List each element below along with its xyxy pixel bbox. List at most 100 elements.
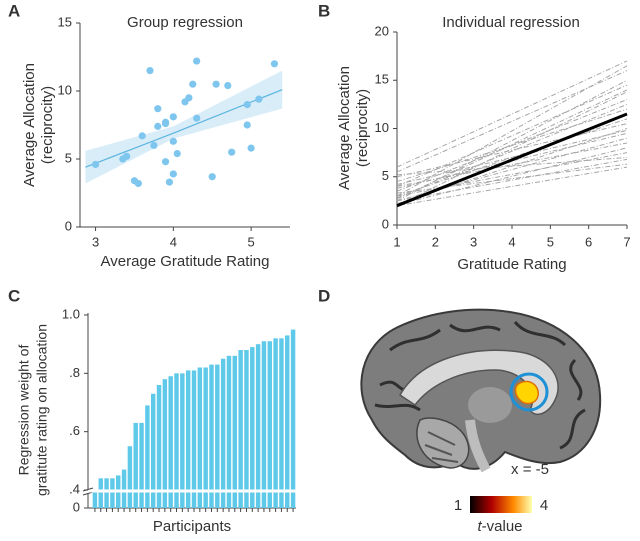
bar: [139, 422, 144, 508]
individual-line: [396, 118, 628, 197]
bar: [133, 422, 138, 508]
individual-line: [396, 152, 628, 197]
y-tick-label: 5: [65, 150, 72, 165]
y-axis-label: (reciprocity): [39, 86, 56, 164]
bar: [180, 373, 185, 508]
data-point: [224, 81, 232, 90]
confidence-band: [85, 70, 283, 184]
brain-image: [360, 308, 602, 473]
colorbar-min: 1: [454, 497, 462, 514]
y-tick-label: .6: [69, 423, 80, 438]
data-point: [247, 144, 255, 152]
data-point: [146, 67, 154, 75]
individual-line: [396, 91, 628, 207]
bar: [168, 376, 173, 508]
data-point: [243, 101, 251, 109]
data-point: [123, 152, 131, 160]
y-tick-label: .4: [69, 481, 80, 496]
y-tick-label: 10: [375, 120, 389, 135]
individual-line: [396, 166, 628, 207]
x-tick-label: 2: [432, 234, 439, 249]
bar: [255, 344, 261, 508]
y-axis-label: Average Allocation: [336, 66, 353, 190]
bar: [150, 393, 156, 508]
slice-label: x = -5: [511, 461, 549, 478]
colorbar-label-rest: -value: [482, 518, 523, 535]
colorbar-label: t-value: [477, 518, 522, 535]
data-point: [193, 57, 201, 65]
data-point: [91, 160, 100, 169]
group-line: [396, 112, 628, 208]
bar: [220, 358, 226, 508]
bar: [185, 370, 191, 508]
individual-line: [396, 147, 628, 206]
y-tick-label: .8: [69, 365, 80, 380]
x-axis-label: Average Gratitude Rating: [101, 253, 270, 270]
y-tick-label: 0: [73, 499, 80, 514]
y-axis-label: Regression weight of: [16, 345, 32, 476]
data-point: [138, 132, 146, 140]
data-point: [212, 80, 220, 88]
bar: [279, 338, 284, 508]
data-point: [169, 170, 177, 178]
x-tick-label: 5: [247, 234, 254, 249]
data-point: [270, 60, 279, 68]
bar: [162, 379, 168, 508]
y-tick-label: 1.0: [62, 306, 80, 321]
individual-line: [396, 79, 628, 202]
bar: [98, 478, 103, 508]
bar: [250, 347, 255, 508]
y-tick-label: 0: [382, 216, 389, 231]
bar: [261, 341, 267, 508]
y-tick-label: 5: [382, 168, 389, 183]
individual-line: [396, 142, 628, 187]
x-tick-label: 4: [508, 234, 515, 249]
individual-line: [396, 60, 628, 168]
y-tick-label: 15: [58, 14, 72, 29]
bar: [156, 385, 162, 508]
bar: [197, 367, 203, 508]
bar: [174, 373, 179, 508]
y-tick-label: 0: [65, 218, 72, 233]
panel-letter: A: [8, 1, 20, 20]
break-gap: [89, 489, 297, 493]
bar: [92, 490, 98, 508]
data-point: [208, 173, 216, 181]
data-point: [173, 149, 181, 158]
bar: [226, 355, 232, 508]
data-point: [150, 141, 158, 149]
bar: [244, 350, 249, 508]
panel-letter: C: [8, 286, 20, 305]
x-tick-label: 5: [547, 234, 554, 249]
x-tick-label: 6: [585, 234, 592, 249]
bar: [232, 355, 238, 508]
individual-line: [396, 108, 628, 183]
data-point: [154, 105, 162, 113]
data-point: [243, 121, 251, 129]
y-axis-label: gratitute rating on allocation: [34, 324, 50, 496]
individual-line: [396, 132, 628, 189]
bar: [203, 367, 208, 508]
data-point: [161, 158, 170, 166]
panel-letter: B: [318, 1, 330, 20]
bar: [110, 478, 115, 508]
bar: [104, 478, 109, 508]
data-point: [161, 120, 170, 128]
bar: [285, 335, 290, 508]
y-axis-label: Average Allocation: [21, 63, 38, 187]
x-axis-label: Gratitude Rating: [457, 256, 566, 273]
individual-line: [396, 70, 628, 173]
y-tick-label: 20: [375, 23, 389, 38]
x-tick-label: 4: [170, 234, 177, 249]
individual-line: [396, 158, 628, 202]
individual-line: [396, 84, 628, 187]
y-axis-label: (reciprocity): [354, 89, 371, 167]
data-point: [185, 94, 193, 102]
colorbar-max: 4: [540, 497, 548, 514]
data-point: [154, 122, 162, 130]
bar: [273, 338, 278, 508]
individual-line: [396, 89, 628, 200]
data-point: [169, 113, 177, 121]
bar: [215, 364, 220, 508]
